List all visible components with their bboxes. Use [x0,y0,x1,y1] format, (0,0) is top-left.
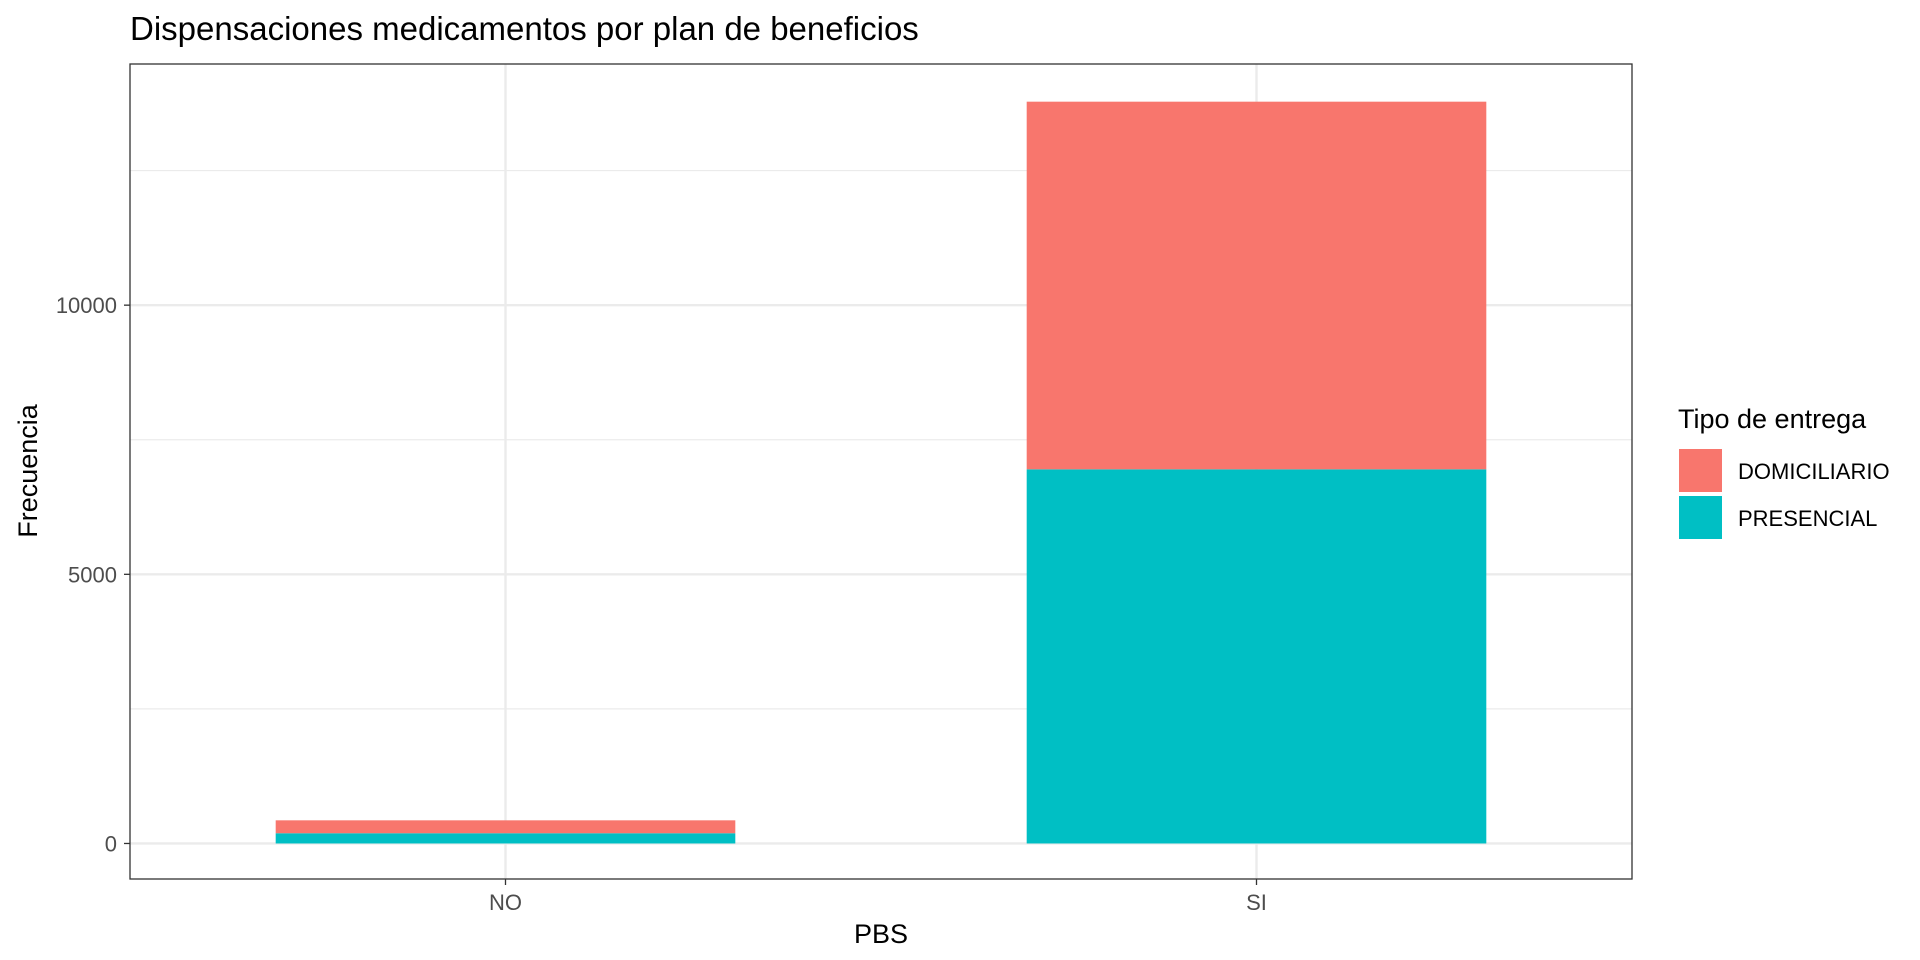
legend-swatch-presencial [1679,496,1722,539]
plot-border [129,63,1633,880]
axes: 0 5000 10000 NO SI [56,293,1267,915]
legend-title: Tipo de entrega [1678,404,1867,434]
bar-si-domiciliario [1026,101,1487,470]
legend-label-presencial: PRESENCIAL [1738,506,1877,531]
legend: Tipo de entrega DOMICILIARIO PRESENCIAL [1678,404,1890,539]
bar-no-domiciliario [275,820,736,834]
bar-si-presencial [1026,469,1487,844]
legend-swatch-domiciliario [1679,449,1722,492]
y-tick-label: 0 [105,831,117,856]
x-tick-label: SI [1246,890,1267,915]
legend-label-domiciliario: DOMICILIARIO [1738,459,1890,484]
bars [275,101,1487,844]
x-tick-label: NO [489,890,522,915]
x-axis-title: PBS [854,919,908,949]
y-axis-title: Frecuencia [13,403,43,538]
chart-title: Dispensaciones medicamentos por plan de … [130,10,919,47]
bar-no-presencial [275,833,736,844]
y-tick-label: 5000 [68,562,117,587]
y-tick-label: 10000 [56,293,117,318]
